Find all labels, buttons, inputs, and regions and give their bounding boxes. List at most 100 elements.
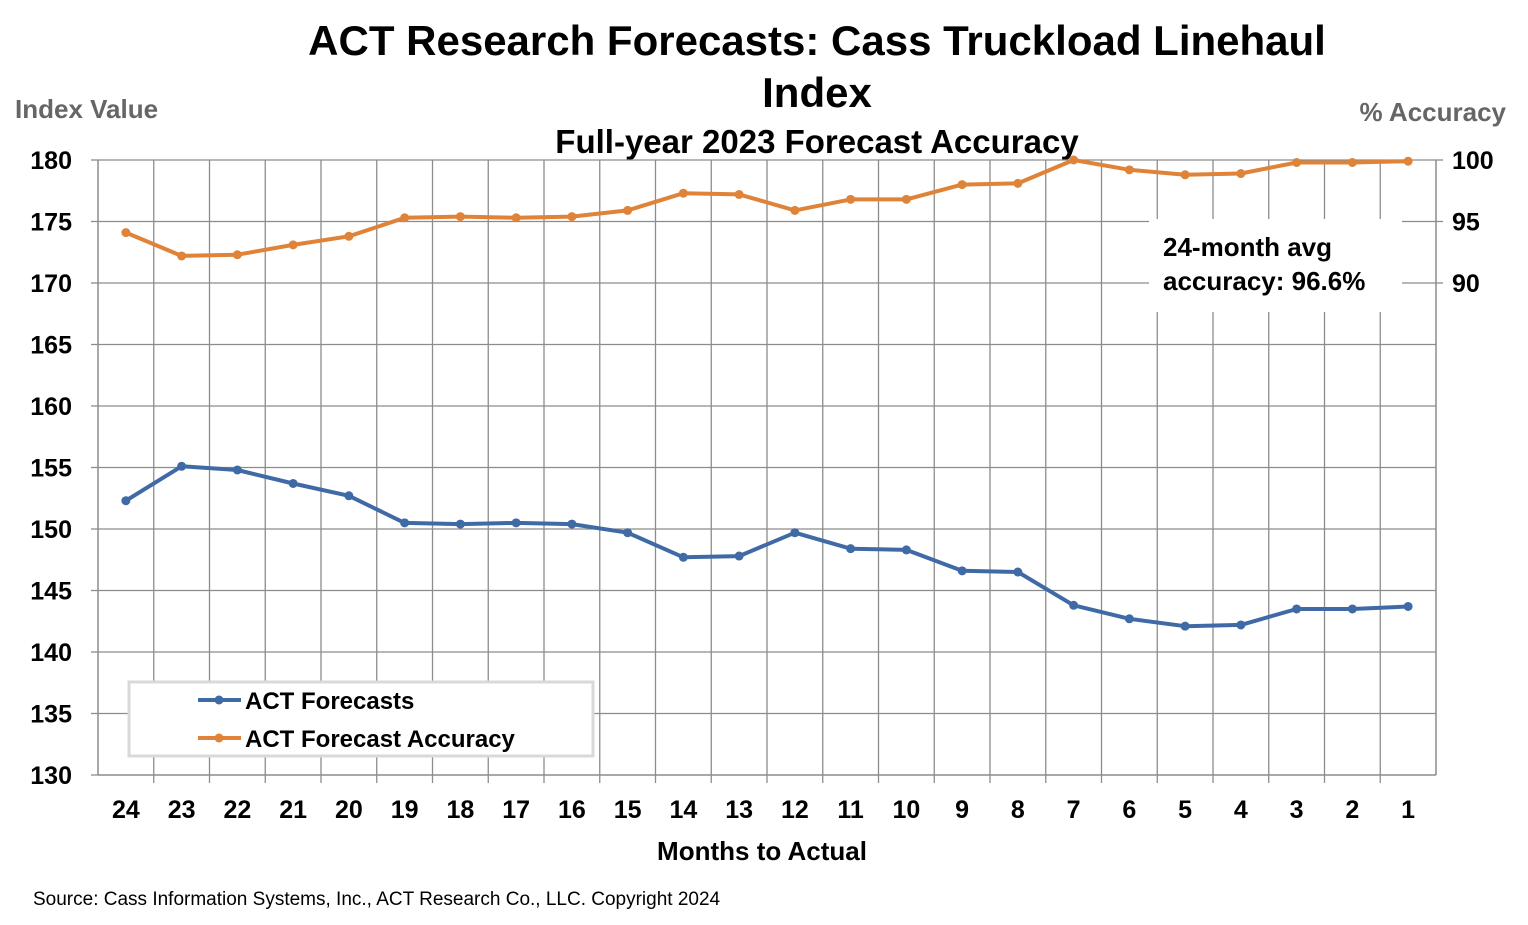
x-tick-label: 20 — [335, 796, 363, 824]
data-point-forecasts — [623, 528, 632, 537]
data-point-forecasts — [735, 552, 744, 561]
x-tick-label: 1 — [1401, 796, 1415, 824]
data-point-forecasts — [790, 528, 799, 537]
data-point-forecasts — [344, 491, 353, 500]
data-point-accuracy — [1292, 158, 1301, 167]
data-point-accuracy — [958, 180, 967, 189]
legend-label-accuracy: ACT Forecast Accuracy — [245, 726, 516, 753]
data-point-forecasts — [846, 544, 855, 553]
data-point-forecasts — [121, 496, 130, 505]
x-tick-label: 8 — [1011, 796, 1025, 824]
data-point-accuracy — [1069, 156, 1078, 165]
chart-title-line1: ACT Research Forecasts: Cass Truckload L… — [308, 17, 1326, 64]
data-point-accuracy — [233, 250, 242, 259]
left-tick-label: 150 — [30, 516, 72, 544]
legend-label-forecasts: ACT Forecasts — [245, 688, 414, 715]
x-tick-label: 13 — [725, 796, 753, 824]
x-tick-label: 12 — [781, 796, 809, 824]
data-point-forecasts — [1404, 602, 1413, 611]
data-point-accuracy — [623, 206, 632, 215]
data-point-accuracy — [344, 232, 353, 241]
left-tick-label: 165 — [30, 332, 72, 360]
data-point-forecasts — [1125, 614, 1134, 623]
right-tick-label: 100 — [1452, 147, 1494, 175]
data-point-forecasts — [1181, 622, 1190, 631]
left-tick-label: 130 — [30, 762, 72, 790]
right-tick-label: 90 — [1452, 270, 1480, 298]
x-tick-label: 15 — [614, 796, 642, 824]
x-tick-label: 11 — [837, 796, 864, 824]
data-point-forecasts — [512, 518, 521, 527]
x-tick-label: 10 — [892, 796, 920, 824]
annotation-box: 24-month avg accuracy: 96.6% — [1149, 219, 1402, 312]
left-tick-label: 145 — [30, 578, 72, 606]
data-point-forecasts — [1236, 620, 1245, 629]
data-point-forecasts — [400, 518, 409, 527]
x-tick-label: 16 — [558, 796, 586, 824]
legend: ACT Forecasts ACT Forecast Accuracy — [129, 682, 593, 756]
data-point-forecasts — [456, 520, 465, 529]
left-tick-label: 175 — [30, 209, 72, 237]
left-tick-label: 170 — [30, 270, 72, 298]
left-tick-label: 180 — [30, 147, 72, 175]
data-point-forecasts — [1348, 604, 1357, 613]
x-tick-label: 14 — [669, 796, 697, 824]
legend-marker-forecasts — [215, 696, 224, 705]
legend-marker-accuracy — [215, 734, 224, 743]
data-point-forecasts — [567, 520, 576, 529]
left-tick-label: 135 — [30, 701, 72, 729]
data-point-accuracy — [735, 190, 744, 199]
data-point-accuracy — [1236, 169, 1245, 178]
data-point-accuracy — [1181, 170, 1190, 179]
data-point-accuracy — [512, 213, 521, 222]
data-point-accuracy — [289, 240, 298, 249]
data-point-accuracy — [177, 251, 186, 260]
x-axis-title: Months to Actual — [657, 836, 867, 866]
data-point-forecasts — [958, 566, 967, 575]
data-point-accuracy — [1404, 157, 1413, 166]
data-point-forecasts — [1069, 601, 1078, 610]
data-point-forecasts — [1013, 568, 1022, 577]
data-point-accuracy — [846, 195, 855, 204]
x-tick-label: 4 — [1234, 796, 1248, 824]
left-tick-label: 140 — [30, 639, 72, 667]
x-tick-label: 24 — [112, 796, 140, 824]
annotation-line1: 24-month avg — [1163, 232, 1332, 262]
x-tick-label: 5 — [1178, 796, 1192, 824]
chart-canvas: ACT Research Forecasts: Cass Truckload L… — [0, 0, 1528, 925]
data-point-forecasts — [902, 545, 911, 554]
data-point-forecasts — [679, 553, 688, 562]
data-point-accuracy — [902, 195, 911, 204]
data-point-accuracy — [1013, 179, 1022, 188]
x-tick-label: 23 — [168, 796, 196, 824]
right-axis-title: % Accuracy — [1360, 97, 1507, 127]
data-point-forecasts — [289, 479, 298, 488]
left-tick-label: 155 — [30, 455, 72, 483]
data-point-forecasts — [1292, 604, 1301, 613]
data-point-accuracy — [400, 213, 409, 222]
data-point-forecasts — [177, 462, 186, 471]
x-tick-label: 19 — [391, 796, 419, 824]
data-point-accuracy — [567, 212, 576, 221]
chart-title-line2: Index — [762, 69, 872, 116]
x-tick-label: 6 — [1122, 796, 1136, 824]
data-point-forecasts — [233, 465, 242, 474]
x-tick-label: 7 — [1067, 796, 1081, 824]
source-note: Source: Cass Information Systems, Inc., … — [33, 889, 721, 910]
x-tick-label: 17 — [502, 796, 530, 824]
right-tick-label: 95 — [1452, 209, 1480, 237]
data-point-accuracy — [790, 206, 799, 215]
left-tick-label: 160 — [30, 393, 72, 421]
data-point-accuracy — [679, 189, 688, 198]
x-tick-label: 3 — [1290, 796, 1304, 824]
x-tick-label: 21 — [279, 796, 307, 824]
x-tick-label: 18 — [446, 796, 474, 824]
x-tick-label: 9 — [955, 796, 969, 824]
data-point-accuracy — [456, 212, 465, 221]
data-point-accuracy — [1348, 158, 1357, 167]
x-tick-label: 22 — [223, 796, 251, 824]
data-point-accuracy — [121, 228, 130, 237]
x-tick-label: 2 — [1345, 796, 1359, 824]
chart-subtitle: Full-year 2023 Forecast Accuracy — [555, 123, 1079, 160]
left-axis-title: Index Value — [15, 94, 158, 124]
